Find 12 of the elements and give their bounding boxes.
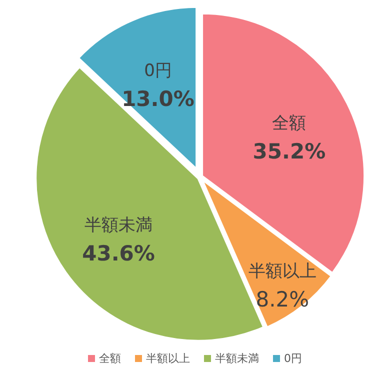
data-label: 35.2% (252, 139, 326, 164)
legend-label: 0円 (284, 352, 302, 365)
data-label: 13.0% (122, 86, 194, 111)
legend-label: 半額未満 (215, 352, 259, 365)
data-label: 8.2% (256, 288, 310, 312)
slice-label: 全額 (272, 113, 306, 134)
legend-label: 半額以上 (146, 352, 190, 365)
legend-label: 全額 (99, 352, 121, 365)
slice-label: 0円 (144, 60, 172, 81)
slice-label: 半額以上 (248, 262, 316, 282)
slice-label: 半額未満 (84, 216, 153, 236)
data-label: 43.6% (82, 242, 155, 266)
